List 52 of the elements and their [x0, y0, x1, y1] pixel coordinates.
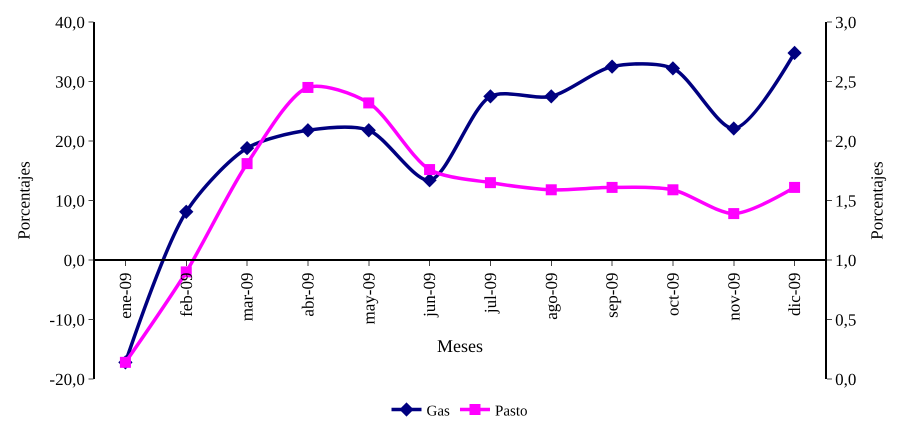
- point: [424, 164, 436, 176]
- point: [179, 204, 194, 219]
- y-tick-label: -10,0: [49, 310, 85, 330]
- x-tick-label: ago-09: [542, 272, 561, 320]
- x-tick-label: jun-09: [420, 272, 440, 318]
- point: [726, 121, 741, 136]
- point: [546, 184, 557, 196]
- y2-tick-label: 1,5: [835, 191, 856, 210]
- x-axis-title: Meses: [437, 336, 483, 356]
- y-tick-label: 20,0: [55, 132, 85, 151]
- legend-label: Gas: [426, 403, 450, 420]
- y-axis-title: Porcentajes: [14, 161, 34, 240]
- y2-tick-label: 2,5: [835, 72, 856, 92]
- x-tick-label: nov-09: [724, 272, 744, 321]
- point: [483, 89, 498, 104]
- point: [789, 182, 800, 193]
- y2-tick-label: 0,5: [835, 310, 856, 330]
- x-tick-label: abr-09: [298, 272, 318, 317]
- x-tick-label: ene-09: [116, 272, 135, 319]
- point: [362, 123, 376, 138]
- y2-tick-label: 1,0: [835, 250, 856, 270]
- y-tick-label: 10,0: [55, 191, 85, 210]
- point: [604, 59, 620, 74]
- point: [787, 46, 802, 60]
- point: [666, 61, 680, 76]
- point: [484, 177, 496, 188]
- y2-tick-label: 2,0: [835, 132, 856, 151]
- point: [300, 123, 316, 138]
- point: [667, 184, 678, 196]
- point: [422, 173, 437, 188]
- point: [240, 140, 254, 156]
- y-tick-label: 0,0: [64, 250, 85, 270]
- x-tick-label: mar-09: [238, 272, 257, 322]
- point: [363, 97, 374, 108]
- x-tick-label: feb-09: [176, 272, 196, 317]
- point: [242, 158, 253, 170]
- legend-label: Pasto: [494, 403, 528, 420]
- point: [302, 82, 314, 93]
- y2-tick-label: 0,0: [835, 370, 856, 389]
- x-tick-label: oct-09: [663, 272, 682, 316]
- y-tick-label: 40,0: [55, 12, 85, 32]
- y-tick-label: -20,0: [49, 370, 85, 389]
- x-tick-label: dic-09: [785, 272, 804, 316]
- point: [728, 208, 740, 220]
- x-tick-label: may-09: [359, 272, 378, 324]
- y2-axis-title: Porcentajes: [867, 161, 886, 240]
- y2-tick-label: 3,0: [835, 12, 856, 32]
- x-tick-label: jul-09: [480, 272, 500, 314]
- point: [606, 182, 618, 193]
- y-tick-label: 30,0: [55, 72, 85, 92]
- x-tick-label: sep-09: [602, 272, 622, 318]
- point: [544, 89, 558, 104]
